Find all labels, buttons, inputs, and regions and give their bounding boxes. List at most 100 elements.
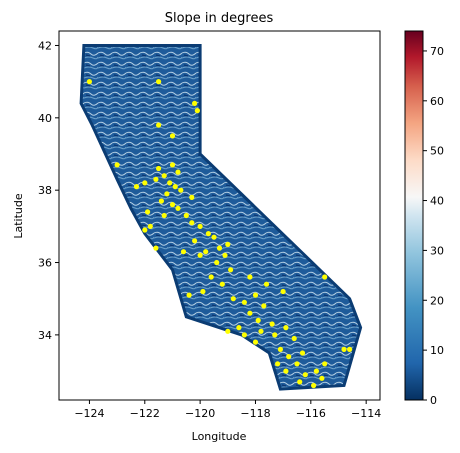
data-point	[283, 325, 289, 331]
data-point	[178, 187, 184, 193]
data-point	[175, 169, 181, 175]
data-point	[280, 288, 286, 295]
data-point	[142, 227, 148, 233]
data-point	[311, 382, 317, 389]
data-point	[164, 191, 170, 197]
data-point	[175, 205, 181, 211]
colorbar-tick-label: 70	[430, 45, 444, 58]
data-point	[228, 267, 234, 273]
data-point	[200, 288, 206, 295]
data-point	[302, 372, 308, 378]
data-point	[180, 249, 187, 255]
data-point	[192, 238, 198, 244]
data-point	[252, 339, 259, 345]
data-point	[230, 296, 236, 302]
data-point	[347, 346, 353, 352]
y-axis: 34 36 38 40 42	[38, 39, 59, 342]
data-point	[341, 346, 347, 352]
colorbar-tick-label: 60	[430, 95, 444, 108]
colorbar-tick-label: 10	[430, 344, 444, 357]
data-point	[189, 194, 195, 200]
y-tick-label: 42	[38, 39, 52, 52]
data-point	[225, 241, 231, 247]
data-point	[216, 245, 223, 251]
x-tick-label: −118	[240, 407, 270, 420]
colorbar-tick-label: 30	[430, 244, 444, 257]
data-point	[183, 212, 189, 219]
data-point	[269, 321, 275, 327]
data-point	[169, 162, 176, 168]
data-point	[158, 198, 164, 204]
data-point	[211, 234, 217, 240]
data-point	[255, 317, 261, 323]
x-tick-label: −114	[351, 407, 381, 420]
points-layer	[86, 79, 353, 389]
data-point	[208, 274, 214, 280]
y-axis-label: Latitude	[12, 193, 25, 239]
data-point	[205, 231, 211, 237]
data-point	[194, 108, 200, 114]
data-point	[186, 292, 192, 298]
x-tick-label: −124	[74, 407, 104, 420]
data-point	[299, 350, 306, 356]
data-point	[142, 180, 148, 186]
data-point	[263, 281, 270, 287]
data-point	[153, 245, 159, 251]
data-point	[236, 325, 242, 331]
data-point	[252, 292, 259, 298]
colorbar-gradient	[404, 30, 424, 401]
data-point	[297, 379, 303, 385]
data-point	[156, 122, 162, 128]
data-point	[313, 368, 319, 374]
data-point	[147, 223, 153, 229]
plot-frame	[58, 30, 381, 401]
data-point	[133, 184, 140, 190]
colorbar-tick-label: 0	[430, 394, 437, 407]
y-tick-label: 40	[38, 112, 52, 125]
y-tick-label: 36	[38, 257, 52, 270]
data-point	[214, 259, 220, 266]
x-tick-label: −122	[130, 407, 160, 420]
data-point	[197, 223, 203, 229]
y-tick-label: 38	[38, 184, 52, 197]
data-point	[322, 361, 328, 367]
data-point	[156, 79, 162, 85]
data-point	[241, 299, 247, 305]
data-point	[172, 184, 178, 190]
data-point	[222, 252, 228, 258]
data-point	[275, 361, 281, 367]
data-point	[272, 332, 278, 338]
data-point	[203, 249, 209, 255]
data-point	[161, 173, 167, 179]
data-point	[277, 346, 283, 352]
x-tick-label: −120	[185, 407, 215, 420]
data-point	[261, 303, 267, 309]
data-point	[291, 335, 297, 342]
y-tick-label: 34	[38, 329, 52, 342]
data-point	[219, 281, 225, 287]
data-point	[167, 180, 173, 186]
data-point	[319, 375, 325, 381]
data-point	[192, 100, 198, 106]
data-point	[294, 361, 300, 367]
colorbar-tick-label: 20	[430, 294, 444, 307]
data-point	[169, 202, 176, 208]
chart-title: Slope in degrees	[165, 11, 274, 26]
x-axis-label: Longitude	[192, 430, 247, 443]
data-point	[86, 79, 92, 85]
data-point	[247, 310, 253, 316]
data-point	[189, 220, 195, 226]
colorbar: 0 10 20 30 40 50 60 70	[404, 30, 444, 407]
x-tick-label: −116	[296, 407, 326, 420]
colorbar-tick-label: 40	[430, 195, 444, 208]
data-point	[153, 176, 159, 182]
colorbar-ticks: 0 10 20 30 40 50 60 70	[423, 45, 444, 407]
colorbar-tick-label: 50	[430, 145, 444, 158]
data-point	[156, 165, 162, 172]
data-point	[286, 354, 292, 360]
plot-area	[58, 30, 381, 401]
data-point	[169, 133, 176, 139]
data-point	[241, 332, 247, 338]
data-point	[145, 209, 151, 215]
